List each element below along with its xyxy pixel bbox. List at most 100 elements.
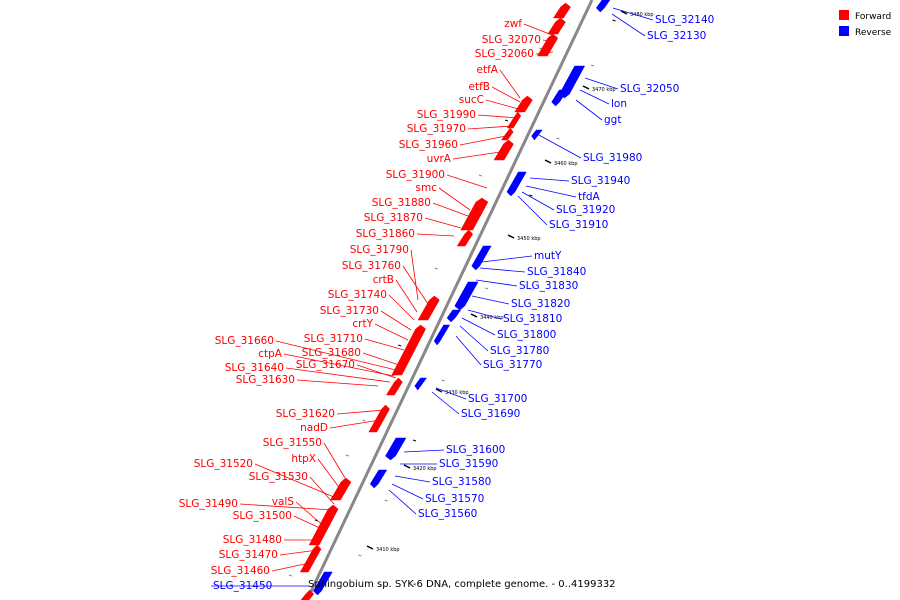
reverse-gene-label[interactable]: SLG_31450 bbox=[213, 580, 272, 592]
reverse-gene[interactable] bbox=[433, 324, 451, 346]
reverse-gene[interactable] bbox=[454, 281, 479, 311]
forward-gene[interactable] bbox=[547, 17, 566, 35]
reverse-gene-label[interactable]: SLG_31800 bbox=[497, 329, 556, 341]
reverse-gene-label[interactable]: SLG_32140 bbox=[655, 14, 714, 26]
reverse-gene-label[interactable]: SLG_31590 bbox=[439, 458, 498, 470]
reverse-gene-label[interactable]: SLG_32050 bbox=[620, 83, 679, 95]
reverse-gene-label[interactable]: SLG_32130 bbox=[647, 30, 706, 42]
forward-gene-label[interactable]: etfB bbox=[469, 81, 490, 93]
reverse-gene-label[interactable]: SLG_31830 bbox=[519, 280, 578, 292]
forward-gene-label[interactable]: smc bbox=[416, 182, 438, 194]
reverse-gene-label[interactable]: SLG_31560 bbox=[418, 508, 477, 520]
forward-gene-label[interactable]: SLG_31960 bbox=[399, 139, 458, 151]
forward-gene-label[interactable]: zwf bbox=[504, 18, 522, 30]
reverse-gene-label[interactable]: SLG_31820 bbox=[511, 298, 570, 310]
forward-gene-label[interactable]: SLG_31500 bbox=[233, 510, 292, 522]
forward-gene-label[interactable]: SLG_31630 bbox=[236, 374, 295, 386]
forward-gene[interactable] bbox=[385, 377, 403, 396]
reverse-gene-label[interactable]: SLG_31910 bbox=[549, 219, 608, 231]
forward-gene-label[interactable]: crtB bbox=[373, 274, 394, 286]
reverse-gene[interactable] bbox=[313, 571, 333, 596]
forward-gene-label[interactable]: SLG_31730 bbox=[320, 305, 379, 317]
forward-gene-label[interactable]: SLG_31520 bbox=[194, 458, 253, 470]
forward-gene[interactable] bbox=[368, 404, 390, 433]
reverse-leader-line bbox=[479, 267, 526, 273]
forward-gene[interactable] bbox=[514, 95, 533, 113]
forward-gene-label[interactable]: SLG_31790 bbox=[350, 244, 409, 256]
forward-gene[interactable] bbox=[417, 295, 440, 321]
reverse-gene[interactable] bbox=[446, 309, 462, 323]
reverse-gene[interactable] bbox=[385, 437, 407, 461]
forward-gene-label[interactable]: SLG_31870 bbox=[364, 212, 423, 224]
forward-gene-label[interactable]: SLG_31620 bbox=[276, 408, 335, 420]
forward-gene[interactable] bbox=[536, 33, 559, 57]
reverse-gene-label[interactable]: SLG_31580 bbox=[432, 476, 491, 488]
forward-gene-label[interactable]: SLG_31550 bbox=[263, 437, 322, 449]
kbp-tick bbox=[366, 545, 374, 550]
forward-gene[interactable] bbox=[501, 127, 514, 141]
reverse-gene-label[interactable]: SLG_31920 bbox=[556, 204, 615, 216]
forward-gene-label[interactable]: SLG_31970 bbox=[407, 123, 466, 135]
forward-gene[interactable] bbox=[552, 2, 571, 19]
forward-gene[interactable] bbox=[493, 139, 514, 161]
forward-gene-label[interactable]: SLG_31460 bbox=[211, 565, 270, 577]
forward-gene-label[interactable]: nadD bbox=[300, 422, 328, 434]
forward-gene-label[interactable]: SLG_31480 bbox=[223, 534, 282, 546]
reverse-gene[interactable] bbox=[551, 89, 568, 107]
reverse-gene-label[interactable]: SLG_31700 bbox=[468, 393, 527, 405]
reverse-gene[interactable] bbox=[471, 245, 492, 271]
forward-gene-label[interactable]: SLG_31860 bbox=[356, 228, 415, 240]
reverse-gene[interactable] bbox=[369, 469, 388, 489]
reverse-gene-label[interactable]: SLG_31570 bbox=[425, 493, 484, 505]
forward-gene-label[interactable]: SLG_31710 bbox=[304, 333, 363, 345]
forward-gene-label[interactable]: SLG_31670 bbox=[296, 359, 355, 371]
reverse-gene-label[interactable]: SLG_31940 bbox=[571, 175, 630, 187]
reverse-gene-label[interactable]: SLG_31600 bbox=[446, 444, 505, 456]
reverse-leader-line bbox=[455, 335, 482, 366]
reverse-gene[interactable] bbox=[414, 377, 427, 391]
forward-gene-label[interactable]: SLG_31880 bbox=[372, 197, 431, 209]
forward-gene[interactable] bbox=[456, 229, 474, 247]
forward-gene-label[interactable]: SLG_32070 bbox=[482, 34, 541, 46]
forward-gene-label[interactable]: SLG_31900 bbox=[386, 169, 445, 181]
forward-gene-label[interactable]: SLG_31470 bbox=[219, 549, 278, 561]
forward-gene[interactable] bbox=[460, 197, 489, 231]
forward-gene-label[interactable]: SLG_31660 bbox=[215, 335, 274, 347]
forward-leader-line bbox=[416, 233, 455, 237]
reverse-gene-label[interactable]: SLG_31780 bbox=[490, 345, 549, 357]
forward-gene[interactable] bbox=[391, 324, 426, 376]
forward-gene-label[interactable]: SLG_31530 bbox=[249, 471, 308, 483]
forward-gene-label[interactable]: SLG_31760 bbox=[342, 260, 401, 272]
reverse-gene[interactable] bbox=[531, 129, 543, 141]
reverse-gene-label[interactable]: SLG_31980 bbox=[583, 152, 642, 164]
forward-gene-label[interactable]: crtY bbox=[352, 318, 373, 330]
forward-gene[interactable] bbox=[300, 589, 315, 600]
forward-gene[interactable] bbox=[506, 111, 522, 129]
reverse-gene-label[interactable]: lon bbox=[611, 98, 627, 110]
forward-gene-label[interactable]: htpX bbox=[291, 453, 316, 465]
forward-gene-label[interactable]: SLG_31990 bbox=[417, 109, 476, 121]
forward-gene-label[interactable]: valS bbox=[272, 496, 295, 508]
forward-gene-label[interactable]: etfA bbox=[477, 64, 499, 76]
forward-leader-line bbox=[535, 51, 554, 55]
forward-gene-label[interactable]: uvrA bbox=[427, 153, 452, 165]
reverse-gene-label[interactable]: SLG_31690 bbox=[461, 408, 520, 420]
forward-gene-label[interactable]: SLG_31740 bbox=[328, 289, 387, 301]
reverse-gene-label[interactable]: SLG_31770 bbox=[483, 359, 542, 371]
kbp-tick bbox=[544, 159, 552, 164]
reverse-gene-label[interactable]: SLG_31840 bbox=[527, 266, 586, 278]
forward-gene-label[interactable]: SLG_31680 bbox=[302, 347, 361, 359]
reverse-gene[interactable] bbox=[595, 0, 611, 13]
reverse-gene[interactable] bbox=[506, 171, 527, 197]
reverse-gene-label[interactable]: tfdA bbox=[578, 191, 600, 203]
forward-gene-label[interactable]: sucC bbox=[459, 94, 484, 106]
forward-gene[interactable] bbox=[299, 544, 322, 573]
reverse-gene-label[interactable]: SLG_31810 bbox=[503, 313, 562, 325]
map-caption: Sphingobium sp. SYK-6 DNA, complete geno… bbox=[308, 579, 616, 590]
reverse-gene-label[interactable]: ggt bbox=[604, 114, 621, 126]
forward-gene-label[interactable]: SLG_31640 bbox=[225, 362, 284, 374]
forward-gene-label[interactable]: SLG_32060 bbox=[475, 48, 534, 60]
forward-gene-label[interactable]: SLG_31490 bbox=[179, 498, 238, 510]
forward-gene-label[interactable]: ctpA bbox=[258, 348, 283, 360]
reverse-gene-label[interactable]: mutY bbox=[534, 250, 562, 262]
